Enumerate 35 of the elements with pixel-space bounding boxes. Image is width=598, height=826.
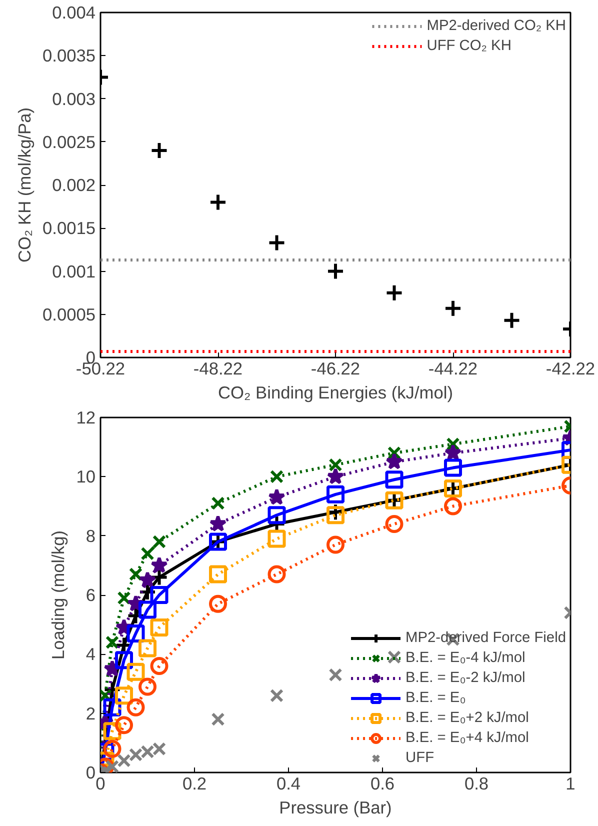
y-tick-label: 0.0025 bbox=[42, 132, 96, 152]
legend-label: UFF bbox=[406, 750, 434, 766]
legend-label: B.E. = E₀+2 kJ/mol bbox=[406, 710, 529, 726]
x-axis-title: Pressure (Bar) bbox=[279, 798, 392, 818]
y-tick-label: 0.002 bbox=[52, 175, 96, 195]
y-tick-label: 0.003 bbox=[52, 88, 96, 109]
y-tick-label: 4 bbox=[86, 644, 96, 664]
y-tick-label: 2 bbox=[86, 703, 96, 724]
x-tick-label: 0.8 bbox=[464, 774, 489, 794]
x-tick-label: 0.2 bbox=[182, 774, 207, 794]
y-tick-label: 6 bbox=[86, 585, 96, 605]
x-tick-label: -44.22 bbox=[428, 358, 478, 378]
legend-label: B.E. = E₀-4 kJ/mol bbox=[406, 650, 526, 666]
y-tick-label: 0.0005 bbox=[42, 304, 96, 324]
x-tick-label: 0.6 bbox=[370, 774, 395, 794]
legend-label: B.E. = E₀+4 kJ/mol bbox=[406, 730, 529, 746]
x-tick-label: -42.22 bbox=[546, 358, 596, 378]
x-tick-label: 1 bbox=[566, 774, 576, 794]
legend-label: MP2-derived CO₂ KH bbox=[426, 18, 566, 34]
y-axis-title: Loading (mol/kg) bbox=[48, 530, 68, 660]
y-axis-title: CO₂ KH (mol/kg/Pa) bbox=[14, 107, 34, 263]
y-tick-label: 8 bbox=[86, 526, 96, 546]
legend-label: B.E. = E₀ bbox=[406, 690, 466, 706]
y-tick-label: 10 bbox=[76, 466, 96, 487]
y-tick-label: 0.004 bbox=[52, 2, 96, 22]
legend-label: UFF CO₂ KH bbox=[426, 38, 512, 54]
x-tick-label: -46.22 bbox=[310, 358, 360, 378]
y-tick-label: 12 bbox=[76, 408, 96, 428]
x-axis-title: CO₂ Binding Energies (kJ/mol) bbox=[218, 382, 453, 402]
y-tick-label: 0.001 bbox=[52, 261, 96, 282]
x-tick-label: -48.22 bbox=[193, 358, 243, 378]
legend-label: B.E. = E₀-2 kJ/mol bbox=[406, 670, 526, 686]
y-tick-label: 0.0035 bbox=[42, 46, 96, 66]
x-tick-label: 0.4 bbox=[276, 774, 301, 794]
y-tick-label: 0.0015 bbox=[42, 218, 96, 238]
